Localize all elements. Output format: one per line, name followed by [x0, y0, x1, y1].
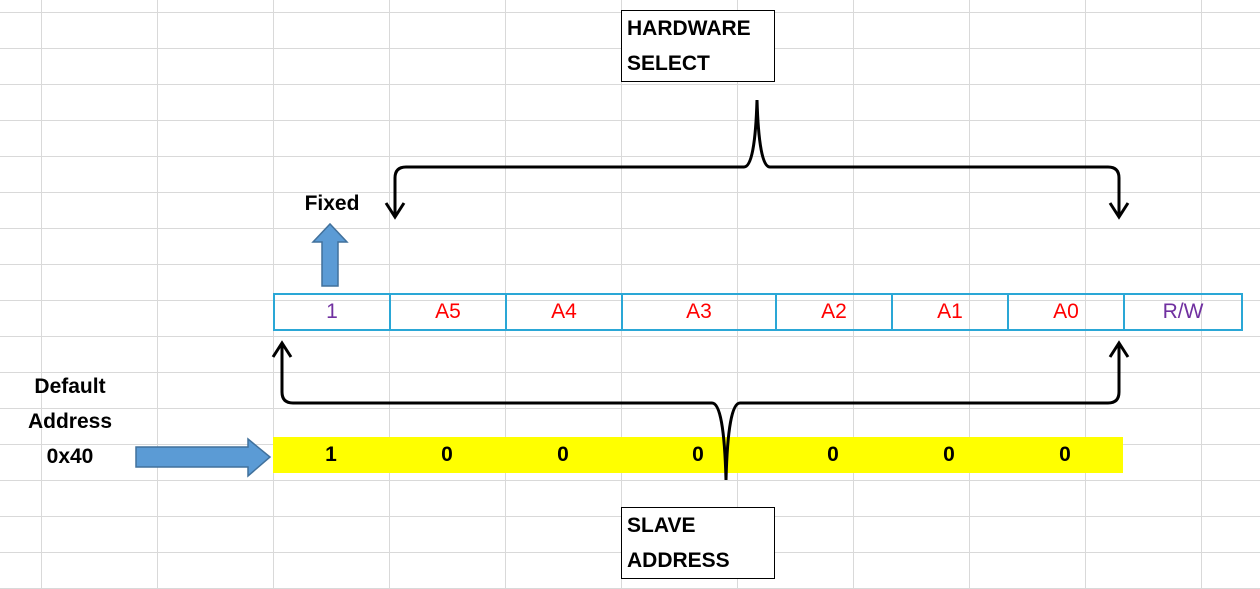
hardware-select-line1: HARDWARE: [627, 17, 751, 40]
brace-arrowhead-right: [1108, 202, 1130, 220]
value-cell: 0: [441, 443, 453, 466]
slave-address-box: SLAVE ADDRESS: [621, 507, 775, 579]
value-cell: 1: [325, 443, 337, 466]
slave-address-line2: ADDRESS: [627, 549, 730, 572]
default-value-row: 1 0 0 0 0 0 0: [273, 437, 1123, 473]
default-address-line1: Default: [34, 375, 106, 398]
default-address-label: Default Address 0x40: [0, 369, 140, 474]
bit-cell: A1: [893, 295, 1009, 329]
bit-cell: A2: [777, 295, 893, 329]
brace-arrowhead-left: [384, 202, 406, 220]
value-cell: 0: [557, 443, 569, 466]
brace-arrowhead-up-right: [1108, 340, 1130, 358]
value-cell: 0: [827, 443, 839, 466]
hardware-select-brace: [393, 99, 1121, 215]
default-address-line2: Address: [27, 410, 113, 433]
value-cell: 0: [1059, 443, 1071, 466]
slave-address-brace: [280, 344, 1121, 481]
value-cell: 0: [692, 443, 704, 466]
hardware-select-box: HARDWARE SELECT: [621, 10, 775, 82]
brace-arrowhead-up-left: [271, 340, 293, 358]
bit-cell: A0: [1009, 295, 1125, 329]
bit-cell: R/W: [1162, 300, 1204, 323]
slave-address-line1: SLAVE: [627, 514, 696, 537]
hardware-select-line2: SELECT: [627, 52, 710, 75]
address-bit-row: 1 A5 A4 A3 A2 A1 A0 R/W: [273, 293, 1243, 331]
bit-cell: A4: [507, 295, 623, 329]
bit-cell: A3: [623, 295, 777, 329]
fixed-label: Fixed: [304, 192, 360, 215]
bit-cell: A5: [391, 295, 507, 329]
value-cell: 0: [943, 443, 955, 466]
bit-cell: 1: [275, 295, 391, 329]
default-address-value: 0x40: [46, 445, 94, 468]
fixed-up-arrow: [311, 222, 349, 287]
default-address-arrow: [135, 437, 272, 478]
